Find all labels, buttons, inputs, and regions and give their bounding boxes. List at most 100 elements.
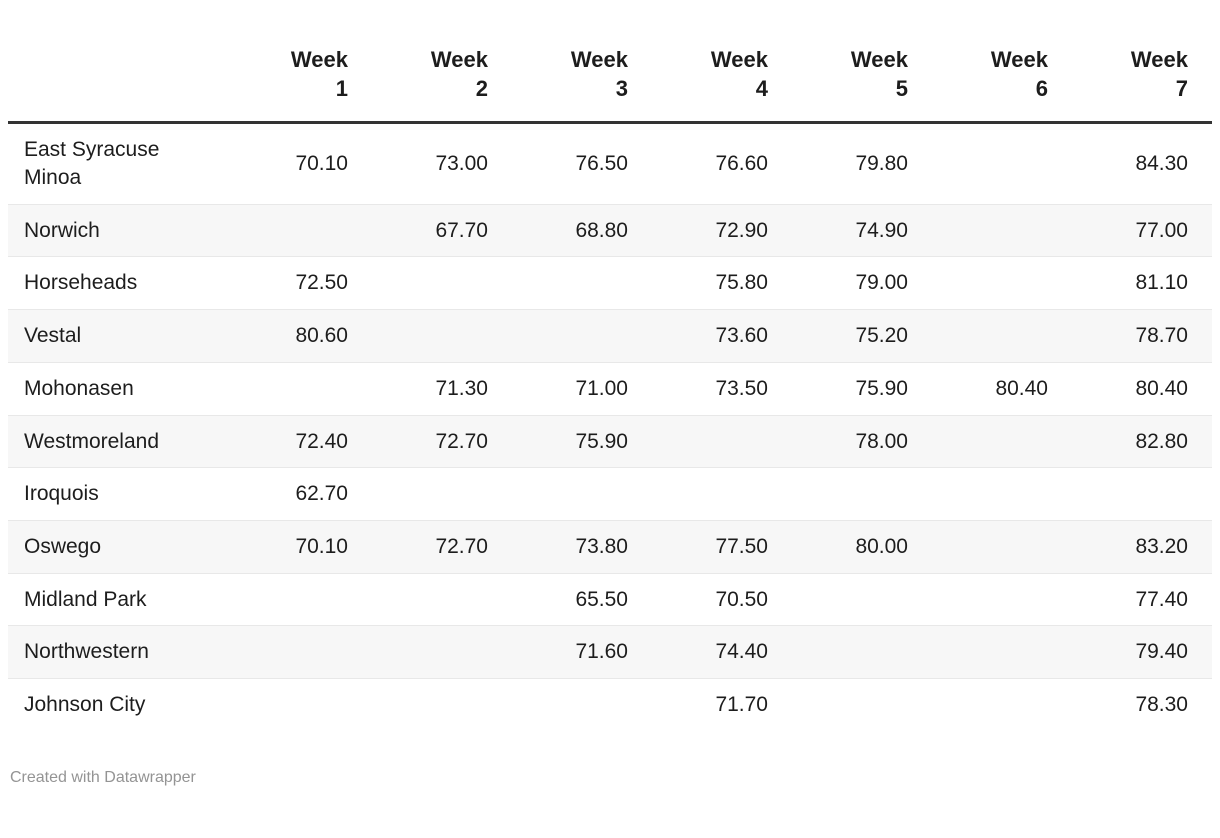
cell — [628, 415, 768, 468]
cell: 83.20 — [1135, 534, 1188, 558]
cell: 77.40 — [1135, 587, 1188, 611]
cell: 77.50 — [715, 534, 768, 558]
cell: 73.80 — [575, 534, 628, 558]
cell — [908, 679, 1048, 731]
cell — [768, 679, 908, 731]
cell: 78.70 — [1135, 324, 1188, 348]
datawrapper-credit-link[interactable]: Created with Datawrapper — [10, 768, 196, 786]
cell — [768, 626, 908, 679]
cell — [208, 362, 348, 415]
cell: 73.00 — [435, 152, 488, 176]
cell: 73.50 — [715, 376, 768, 400]
cell: 80.60 — [295, 324, 348, 348]
cell — [768, 573, 908, 626]
column-header-week-7: Week 7 — [1048, 0, 1212, 125]
cell — [348, 573, 488, 626]
row-label: Norwich — [24, 218, 100, 242]
cell: 68.80 — [575, 218, 628, 242]
cell — [488, 310, 628, 363]
cell — [488, 257, 628, 310]
table-body: East Syracuse Minoa 70.10 73.00 76.50 76.60 7… — [8, 123, 1212, 731]
table-row: Iroquois 62.70 — [8, 467, 1212, 521]
cell: 70.10 — [295, 152, 348, 176]
cell: 72.70 — [435, 429, 488, 453]
cell: 72.50 — [295, 271, 348, 295]
cell: 80.40 — [1135, 376, 1188, 400]
table-row: Johnson City 71.70 78.30 — [8, 678, 1212, 731]
column-header-week-2: Week 2 — [348, 0, 488, 125]
cell: 80.40 — [995, 376, 1048, 400]
column-header-week-5: Week 5 — [768, 0, 908, 125]
cell: 75.90 — [855, 376, 908, 400]
weekly-scores-table: Week 1 Week 2 Week 3 Week 4 Week 5 Week 6 Week… — [8, 0, 1212, 731]
cell: 84.30 — [1135, 152, 1188, 176]
cell: 71.70 — [715, 693, 768, 717]
cell: 72.40 — [295, 429, 348, 453]
cell — [908, 415, 1048, 468]
cell: 71.00 — [575, 376, 628, 400]
cell — [908, 310, 1048, 363]
row-label: Horseheads — [24, 271, 138, 295]
cell — [208, 573, 348, 626]
datawrapper-table-page: Week 1 Week 2 Week 3 Week 4 Week 5 Week 6 Week… — [8, 0, 1212, 787]
cell: 79.00 — [855, 271, 908, 295]
cell: 73.60 — [715, 324, 768, 348]
cell: 71.30 — [435, 376, 488, 400]
cell — [208, 679, 348, 731]
cell: 75.90 — [575, 429, 628, 453]
cell — [348, 679, 488, 731]
column-header-week-3: Week 3 — [488, 0, 628, 125]
cell: 75.80 — [715, 271, 768, 295]
table-row: Westmoreland 72.40 72.70 75.90 78.00 82.80 — [8, 415, 1212, 468]
row-label: Vestal — [24, 324, 82, 348]
cell: 65.50 — [575, 587, 628, 611]
cell — [348, 468, 488, 521]
row-label: Northwestern — [24, 640, 149, 664]
cell — [628, 468, 768, 521]
table-row: East Syracuse Minoa 70.10 73.00 76.50 76.60 7… — [8, 123, 1212, 204]
cell — [208, 204, 348, 257]
cell — [908, 520, 1048, 573]
cell: 76.50 — [575, 152, 628, 176]
row-label: Westmoreland — [24, 429, 160, 453]
cell: 81.10 — [1135, 271, 1188, 295]
cell — [208, 626, 348, 679]
row-label: East Syracuse Minoa — [24, 138, 160, 189]
cell: 82.80 — [1135, 429, 1188, 453]
cell: 78.00 — [855, 429, 908, 453]
cell: 76.60 — [715, 152, 768, 176]
table-row: Northwestern 71.60 74.40 79.40 — [8, 625, 1212, 679]
cell — [348, 257, 488, 310]
cell: 74.40 — [715, 640, 768, 664]
table-row: Horseheads 72.50 75.80 79.00 81.10 — [8, 256, 1212, 310]
cell: 78.30 — [1135, 693, 1188, 717]
cell — [348, 310, 488, 363]
cell — [908, 123, 1048, 204]
table-row: Mohonasen 71.30 71.00 73.50 75.90 80.40 80.40 — [8, 362, 1212, 415]
cell: 80.00 — [855, 534, 908, 558]
column-header-week-1: Week 1 — [208, 0, 348, 125]
table-row: Norwich 67.70 68.80 72.90 74.90 77.00 — [8, 204, 1212, 257]
cell — [908, 204, 1048, 257]
cell — [488, 679, 628, 731]
table-header: Week 1 Week 2 Week 3 Week 4 Week 5 Week 6 Week… — [8, 0, 1212, 125]
table-row: Oswego 70.10 72.70 73.80 77.50 80.00 83.20 — [8, 520, 1212, 574]
cell: 62.70 — [295, 482, 348, 506]
cell: 70.10 — [295, 534, 348, 558]
row-label: Oswego — [24, 534, 102, 558]
table-row: Midland Park 65.50 70.50 77.40 — [8, 573, 1212, 626]
row-label: Iroquois — [24, 482, 99, 506]
column-header-week-6: Week 6 — [908, 0, 1048, 125]
table-footer: Created with Datawrapper — [10, 769, 1212, 787]
column-header-week-4: Week 4 — [628, 0, 768, 125]
header-row: Week 1 Week 2 Week 3 Week 4 Week 5 Week 6 Week… — [8, 0, 1212, 125]
cell — [908, 626, 1048, 679]
table-row: Vestal 80.60 73.60 75.20 78.70 — [8, 309, 1212, 363]
cell: 75.20 — [855, 324, 908, 348]
cell: 79.80 — [855, 152, 908, 176]
row-label: Johnson City — [24, 693, 146, 717]
cell: 71.60 — [575, 640, 628, 664]
row-label: Midland Park — [24, 587, 147, 611]
cell — [908, 257, 1048, 310]
cell: 67.70 — [435, 218, 488, 242]
